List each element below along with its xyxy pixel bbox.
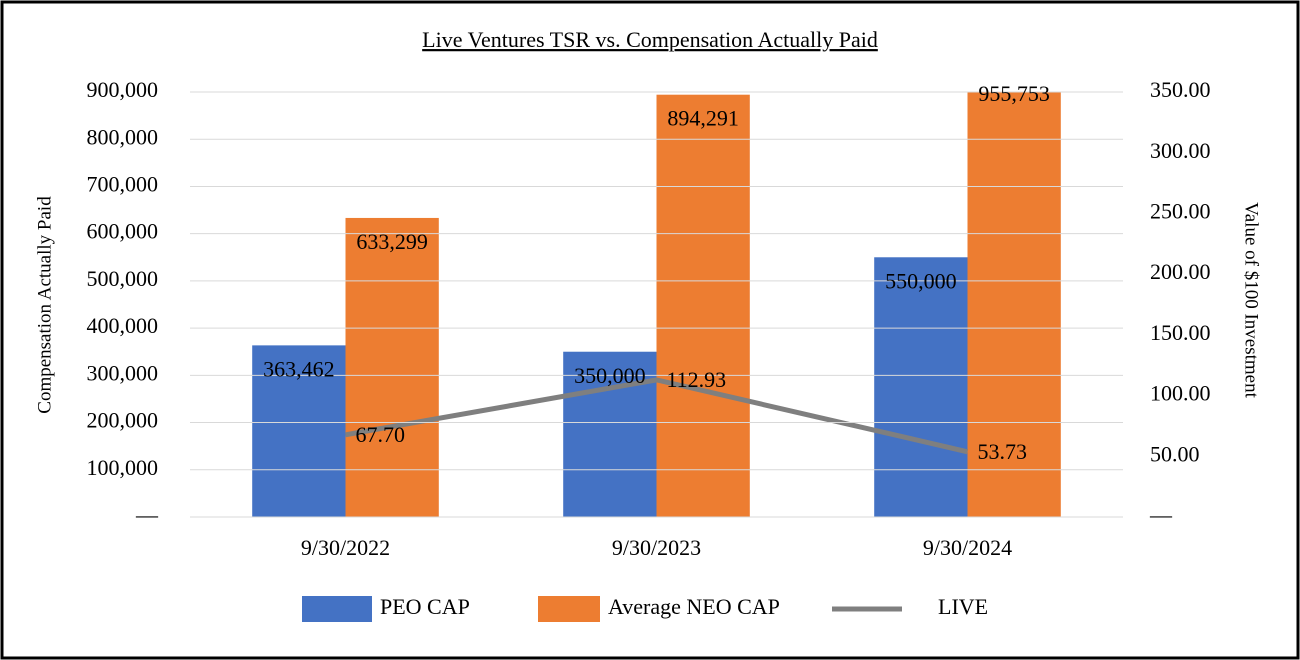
value-label: 955,753 (978, 81, 1050, 106)
y-tick-label: 800,000 (87, 124, 159, 149)
bar (656, 94, 750, 517)
bar (967, 92, 1061, 518)
y2-tick-label: — (1149, 502, 1173, 527)
y-tick-label: 600,000 (87, 219, 159, 244)
value-label: 67.70 (356, 422, 406, 447)
y-tick-label: 500,000 (87, 266, 159, 291)
y2-tick-label: 250.00 (1150, 198, 1211, 223)
legend-label: PEO CAP (380, 594, 470, 619)
y-tick-label: 100,000 (87, 455, 159, 480)
y-tick-label: — (135, 502, 159, 527)
bar (252, 345, 346, 517)
legend-swatch (302, 596, 372, 622)
value-label: 894,291 (667, 106, 739, 131)
y2-tick-label: 300.00 (1150, 138, 1211, 163)
x-tick-label: 9/30/2022 (301, 535, 390, 560)
value-label: 550,000 (885, 268, 957, 293)
y-tick-label: 900,000 (87, 77, 159, 102)
y-tick-label: 300,000 (87, 360, 159, 385)
legend-label: LIVE (938, 594, 988, 619)
y-tick-label: 700,000 (87, 171, 159, 196)
bar (874, 257, 968, 517)
y-tick-label: 200,000 (87, 408, 159, 433)
value-label: 112.93 (667, 367, 727, 392)
value-label: 363,462 (263, 356, 335, 381)
value-label: 633,299 (356, 229, 428, 254)
y2-tick-label: 350.00 (1150, 77, 1211, 102)
line (345, 377, 969, 455)
plot-area (252, 92, 1061, 518)
legend-label: Average NEO CAP (608, 594, 780, 619)
y2-tick-label: 150.00 (1150, 320, 1211, 345)
y2-axis-title: Value of $100 Investment (1241, 202, 1262, 398)
value-label: 53.73 (978, 439, 1028, 464)
y2-tick-label: 200.00 (1150, 259, 1211, 284)
bar (345, 217, 439, 517)
chart-title: Live Ventures TSR vs. Compensation Actua… (422, 27, 878, 52)
legend-swatch (538, 596, 600, 622)
y-axis-title: Compensation Actually Paid (34, 196, 55, 414)
y2-tick-label: 50.00 (1150, 441, 1200, 466)
y-tick-label: 400,000 (87, 313, 159, 338)
x-tick-label: 9/30/2023 (612, 535, 701, 560)
x-tick-label: 9/30/2024 (923, 535, 1012, 560)
y2-tick-label: 100.00 (1150, 381, 1211, 406)
bar (563, 351, 657, 517)
value-label: 350,000 (574, 363, 646, 388)
